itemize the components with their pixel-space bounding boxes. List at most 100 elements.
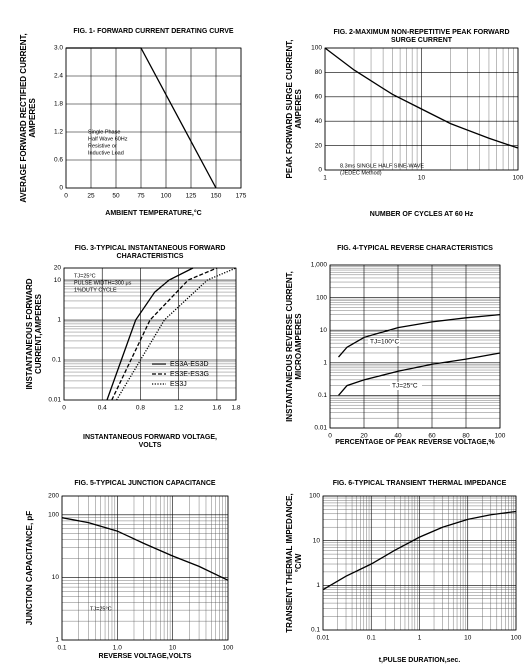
annotation: TJ=25°C [74,273,96,279]
y-tick-label: 80 [315,69,323,76]
x-tick-label: 1.2 [174,405,183,412]
plot-frame [61,495,229,641]
y-tick-label: 10 [54,277,62,284]
x-tick-label: 0.4 [98,405,107,412]
x-tick-label: 100 [495,433,506,440]
x-tick-label: 0 [328,433,332,440]
y-tick-label: 1 [323,360,327,367]
x-tick-label: 80 [462,433,470,440]
curve [322,510,517,591]
legend-label: ES3A-ES3D [170,361,209,368]
y-tick-label: 0.1 [52,357,61,364]
annotation: Half Wave 60Hz [88,136,128,142]
y-tick-label: 0.01 [48,397,61,404]
annotation: Inductive Load [88,150,124,156]
x-tick-label: 0.1 [57,645,66,652]
y-axis-label: MICROAMPERES [294,313,303,380]
plot-frame [324,47,519,171]
x-tick-label: 1.0 [113,645,122,652]
curve [61,517,229,581]
chart-title: FIG. 6-TYPICAL TRANSIENT THERMAL IMPEDAN… [333,480,507,487]
x-axis-label: AMBIENT TEMPERATURE,°C [105,209,201,217]
annotation: 1%DUTY CYCLE [74,287,117,293]
x-tick-label: 0 [64,193,68,200]
y-tick-label: 40 [315,118,323,125]
y-tick-label: 100 [309,493,320,500]
x-tick-label: 1.6 [212,405,221,412]
curve-label: TJ=25°C [392,382,418,390]
x-tick-label: 175 [236,193,247,200]
chart-title: CHARACTERISTICS [117,253,184,260]
y-tick-label: 20 [315,142,323,149]
y-axis-label: JUNCTION CAPACITANCE, pF [25,511,34,625]
x-tick-label: 1 [418,635,422,642]
y-axis-label: INSTANTANEOUS FORWARD [25,278,34,389]
legend-label: ES3E-ES3G [170,371,209,378]
x-tick-label: 25 [87,193,95,200]
x-tick-label: 75 [137,193,145,200]
y-tick-label: 2.4 [54,73,63,80]
curve [116,267,237,401]
y-tick-label: 0.01 [314,425,327,432]
y-tick-label: 10 [313,537,321,544]
y-tick-label: 100 [311,45,322,52]
y-axis-label: AMPERES [28,98,37,138]
y-tick-label: 1,000 [311,262,328,269]
y-tick-label: 10 [320,327,328,334]
x-tick-label: 10 [464,635,472,642]
x-tick-label: 0.01 [317,635,330,642]
y-tick-label: 200 [48,493,59,500]
chart-title: FIG. 3-TYPICAL INSTANTANEOUS FORWARD [75,245,226,252]
x-axis-label: PERCENTAGE OF PEAK REVERSE VOLTAGE,% [335,439,495,446]
y-tick-label: 1.2 [54,129,63,136]
x-tick-label: 40 [394,433,402,440]
curve [66,47,217,189]
x-tick-label: 125 [186,193,197,200]
legend-label: ES3J [170,381,187,388]
y-tick-label: 1.8 [54,101,63,108]
y-tick-label: 0.1 [311,627,320,634]
x-tick-label: 60 [428,433,436,440]
x-tick-label: 0.8 [136,405,145,412]
x-tick-label: 100 [223,645,234,652]
x-axis-label: VOLTS [139,442,162,449]
x-axis-label: t,PULSE DURATION,sec. [379,657,461,664]
y-tick-label: 100 [48,512,59,519]
curve [338,352,501,396]
y-tick-label: 20 [54,265,62,272]
curve [106,267,194,401]
y-tick-label: 100 [316,294,327,301]
x-tick-label: 1 [323,175,327,182]
label-backing [368,338,400,346]
x-tick-label: 1.8 [231,405,240,412]
y-tick-label: 0.1 [318,392,327,399]
x-tick-label: 100 [161,193,172,200]
y-tick-label: 1 [316,582,320,589]
x-axis-label: REVERSE VOLTAGE,VOLTS [99,653,192,660]
label-backing [390,382,422,390]
plot-frame [63,267,237,401]
x-tick-label: 150 [211,193,222,200]
annotation: TJ=25°C [90,606,112,612]
chart-title: SURGE CURRENT [391,37,453,44]
annotation: PULSE WIDTH=300 μs [74,280,132,286]
x-axis-label: INSTANTANEOUS FORWARD VOLTAGE, [83,434,217,441]
chart-title: FIG. 1- FORWARD CURRENT DERATING CURVE [73,28,234,35]
annotation: (JEDEC Method) [340,170,382,176]
y-axis-label: PEAK FORWARD SURGE CURRENT, [285,40,294,179]
chart-title: FIG. 2-MAXIMUM NON-REPETITIVE PEAK FORWA… [333,29,509,36]
y-axis-label: AVERAGE FORWARD RECTIFIED CURRENT, [19,33,28,203]
plot-frame [65,47,242,189]
x-tick-label: 0 [62,405,66,412]
x-tick-label: 100 [511,635,522,642]
chart-title: FIG. 4-TYPICAL REVERSE CHARACTERISTICS [337,245,493,252]
curve [111,267,218,401]
y-axis-label: INSTANTANEOUS REVERSE CURRENT, [285,271,294,422]
curve [324,47,519,149]
annotation: Single Phase [88,129,120,135]
y-tick-label: 10 [52,574,60,581]
x-axis-label: NUMBER OF CYCLES AT 60 Hz [370,211,474,218]
y-tick-label: 60 [315,94,323,101]
x-tick-label: 50 [112,193,120,200]
